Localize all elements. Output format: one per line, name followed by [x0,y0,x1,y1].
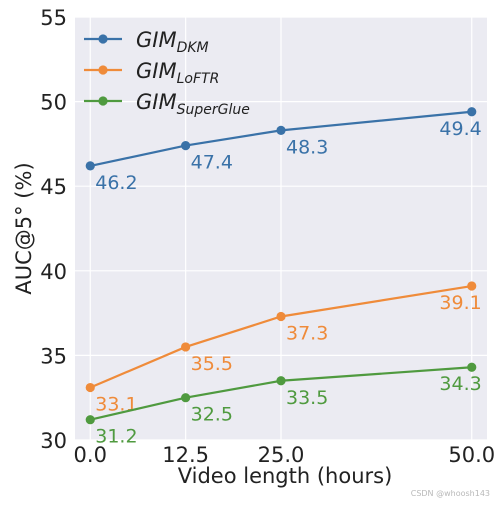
y-tick-label: 40 [40,260,67,284]
data-point [181,342,190,351]
data-label: 33.5 [286,387,328,409]
data-point [181,393,190,402]
data-label: 46.2 [95,172,137,194]
data-point [276,376,285,385]
y-tick-label: 55 [40,6,67,30]
y-tick-label: 35 [40,344,67,368]
data-point [467,281,476,290]
legend-marker [98,65,107,74]
data-label: 33.1 [95,394,137,416]
data-label: 34.3 [439,373,481,395]
y-axis-label: AUC@5° (%) [12,162,36,294]
data-point [467,107,476,116]
legend-marker [98,96,107,105]
y-tick-label: 30 [40,429,67,453]
data-point [276,312,285,321]
x-tick-label: 50.0 [448,443,495,467]
data-label: 47.4 [191,152,233,174]
data-label: 48.3 [286,136,328,158]
data-point [276,126,285,135]
watermark: CSDN @whoosh143 [411,489,490,498]
legend-marker [98,34,107,43]
data-label: 49.4 [439,118,481,140]
data-point [181,141,190,150]
x-axis-label: Video length (hours) [178,464,393,488]
data-point [467,363,476,372]
data-label: 32.5 [191,404,233,426]
y-tick-label: 45 [40,175,67,199]
y-tick-label: 50 [40,91,67,115]
data-label: 37.3 [286,322,328,344]
data-label: 35.5 [191,353,233,375]
data-label: 39.1 [439,292,481,314]
data-point [86,161,95,170]
data-label: 31.2 [95,426,137,448]
data-point [86,415,95,424]
data-point [86,383,95,392]
